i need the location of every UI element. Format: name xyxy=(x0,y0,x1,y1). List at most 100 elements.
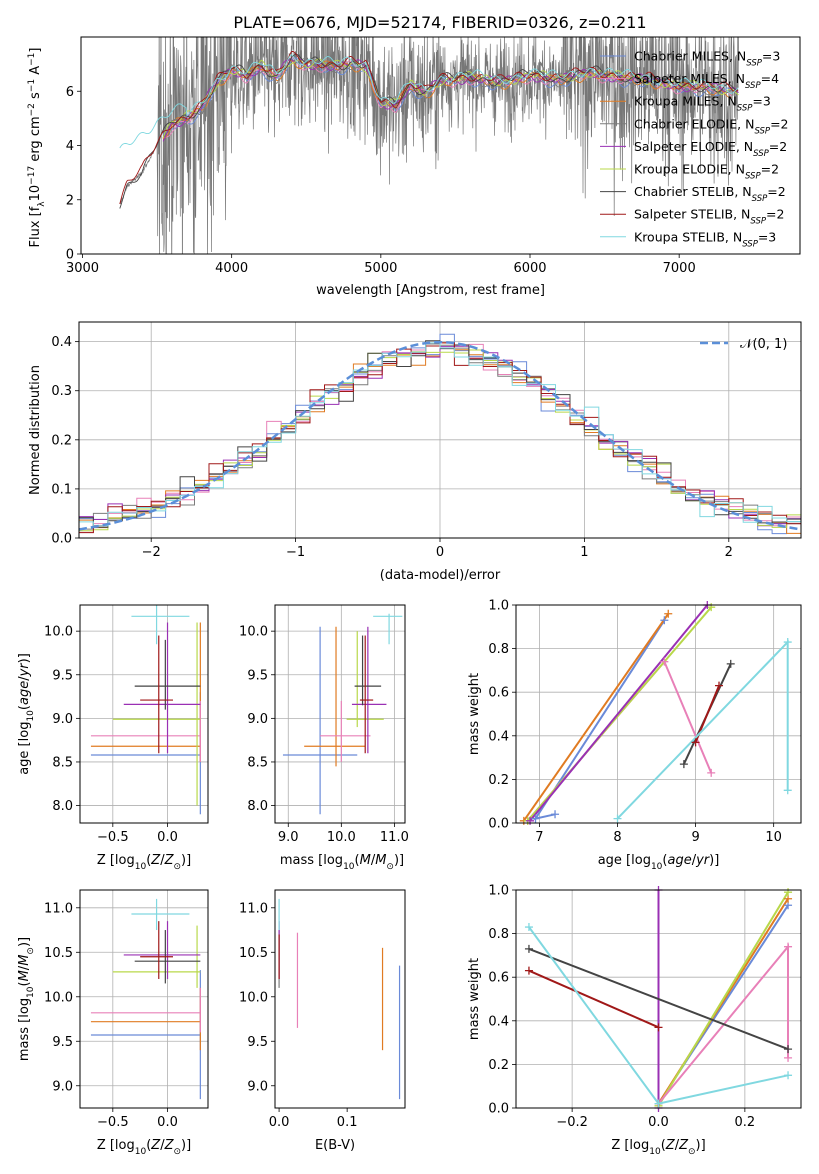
age-vs-Z-y-label-part: )] xyxy=(17,653,32,663)
spectrum-y-label-part: −1 xyxy=(27,53,37,66)
mass-vs-Z-x-label-part: )] xyxy=(181,1138,191,1153)
y-tick-label: 0.2 xyxy=(51,433,72,448)
y-tick-label: 0.4 xyxy=(488,729,509,744)
age-vs-mass-x-label-part: ( xyxy=(355,853,360,868)
x-tick-label: 0 xyxy=(436,545,444,560)
spectrum-model-kroupa_stelib xyxy=(119,54,739,149)
mass-vs-Z-y-label-part: )] xyxy=(17,937,32,947)
y-tick-label: 0.4 xyxy=(488,1014,509,1029)
x-tick-label: −0.2 xyxy=(556,1115,588,1130)
x-tick-label: 9.0 xyxy=(278,830,299,845)
age-vs-Z-x-label: Z [log10(Z/Z⊙)] xyxy=(97,853,191,872)
mass-weight-marker-kroupa_stelib xyxy=(613,814,622,823)
legend-label-part: Salpeter STELIB, N xyxy=(634,207,750,222)
mw-Z-x-label-part: ⊙ xyxy=(688,1147,696,1157)
mass-vs-Z-y-label-part: ⊙ xyxy=(26,947,36,955)
legend-label-part: SSP xyxy=(737,104,753,114)
legend-label-part: Chabrier MILES, N xyxy=(634,49,746,64)
y-tick-label: 1.0 xyxy=(488,599,509,614)
mw-age-x-label-part: yr xyxy=(695,853,711,868)
x-tick-label: 8 xyxy=(613,830,621,845)
legend-label-part: =2 xyxy=(767,184,785,199)
mass-vs-Z-x-label: Z [log10(Z/Z⊙)] xyxy=(97,1138,191,1157)
spectrum-y-label-part: A xyxy=(28,66,43,79)
age-vs-Z-x-label-part: Z [log xyxy=(97,853,135,868)
y-tick-label: 0.1 xyxy=(51,482,72,497)
plot-area-mass_weight_vs_age xyxy=(522,605,789,822)
spectrum-model-salpeter_miles xyxy=(162,56,732,139)
spectrum-data-line xyxy=(119,37,740,254)
legend-label-part: SSP xyxy=(753,149,769,159)
mass-vs-Z-x-label-part: Z xyxy=(164,1138,175,1153)
spectrum-y-label-part: −17 xyxy=(27,166,37,185)
legend-label-part: Salpeter MILES, N xyxy=(634,71,745,86)
legend-label-part: Kroupa ELODIE, N xyxy=(634,162,745,177)
y-tick-label: 0 xyxy=(66,248,74,263)
mass-weight-marker-kroupa_stelib xyxy=(524,923,533,932)
mass-weight-marker-salpeter_stelib xyxy=(691,738,700,747)
x-tick-label: −2 xyxy=(142,545,161,560)
mass-vs-Z-x-label-part: ⊙ xyxy=(173,1147,181,1157)
mass-weight-line-chabrier_stelib xyxy=(528,947,789,1051)
x-tick-label: 0.0 xyxy=(157,1115,178,1130)
age-vs-Z-x-label-part: Z xyxy=(150,853,161,868)
legend-label-part: SSP xyxy=(750,217,766,227)
y-tick-label: 0.2 xyxy=(488,1058,509,1073)
age-vs-Z-y-label-part: yr xyxy=(17,662,32,678)
y-tick-label: 9.5 xyxy=(52,668,73,683)
x-tick-label: 0.0 xyxy=(269,1115,290,1130)
legend-label: Kroupa ELODIE, NSSP=2 xyxy=(634,162,779,182)
y-tick-label: 0.8 xyxy=(488,927,509,942)
mass-weight-marker-chabrier_stelib xyxy=(784,1045,793,1054)
axes-frame xyxy=(79,604,209,824)
legend-label: Chabrier ELODIE, NSSP=2 xyxy=(634,116,789,136)
y-tick-label: 6 xyxy=(66,85,74,100)
mass-vs-Z-y-label: mass [log10(M/M⊙)] xyxy=(17,937,36,1061)
plot-area-mass_weight_vs_Z xyxy=(528,890,789,1108)
x-tick-label: −0.5 xyxy=(97,1115,129,1130)
y-tick-label: 8.5 xyxy=(247,755,268,770)
figure-title: PLATE=0676, MJD=52174, FIBERID=0326, z=0… xyxy=(233,13,646,32)
legend-label-part: SSP xyxy=(754,126,770,136)
residual-hist-kroupa_elodie xyxy=(79,349,801,532)
mw-age-x-label-part: age xyxy=(667,853,691,868)
age-vs-mass-x-label-part: mass [log xyxy=(280,853,343,868)
y-tick-label: 9.5 xyxy=(52,1035,73,1050)
mass-weight-marker-kroupa_miles xyxy=(664,609,673,618)
legend-label: Chabrier STELIB, NSSP=2 xyxy=(634,184,786,204)
mw-Z-x-label-part: ( xyxy=(661,1138,666,1153)
legend-label-part: Kroupa MILES, N xyxy=(634,94,737,109)
axes-frame xyxy=(515,889,802,1109)
mass_weight_vs_age-y-label: mass weight xyxy=(467,673,482,755)
spectrum-y-label-part: −2 xyxy=(27,103,37,116)
axes-frame xyxy=(515,604,802,824)
age-vs-Z-y-label-part: / xyxy=(17,676,32,681)
y-tick-label: 10.5 xyxy=(44,946,73,961)
residual-y-label: Normed distribution xyxy=(28,365,43,495)
mass-weight-marker-kroupa_stelib xyxy=(783,638,792,647)
age-vs-Z-x-label-part: Z xyxy=(164,853,175,868)
spectrum-y-label-part: erg cm xyxy=(28,116,43,165)
legend-label-part: =2 xyxy=(770,116,788,131)
mw-Z-x-label-part: Z xyxy=(665,1138,676,1153)
y-tick-label: 0.8 xyxy=(488,642,509,657)
x-tick-label: 7000 xyxy=(663,261,696,276)
mass-weight-marker-salpeter_miles xyxy=(784,1053,793,1062)
spectrum-y-label-part: 10 xyxy=(28,185,43,202)
spectrum-y-label-part: s xyxy=(28,92,43,103)
age-vs-Z-y-label-part: age [log xyxy=(17,722,32,775)
spectrum-model-salpeter_stelib xyxy=(119,50,739,205)
residual-x-label: (data-model)/error xyxy=(380,568,501,583)
mass-vs-Z-x-label-part: 10 xyxy=(135,1147,147,1157)
mass-weight-marker-kroupa_stelib xyxy=(654,1099,663,1108)
chart-mass_vs_ebv: 0.0 0.1 9.0 9.5 10.0 10.5 11.0 E(B-V) xyxy=(239,889,406,1153)
y-tick-label: 11.0 xyxy=(239,901,268,916)
x-tick-label: 6000 xyxy=(513,261,546,276)
age-vs-Z-x-label-part: 10 xyxy=(135,862,147,872)
age-vs-mass-x-label-part: 10 xyxy=(343,862,355,872)
y-tick-label: 0.0 xyxy=(488,817,509,832)
mass-weight-line-salpeter_stelib xyxy=(528,969,659,1029)
mass-vs-Z-x-label-part: Z [log xyxy=(97,1138,135,1153)
chart-residuals: −2 −1 0 1 2 0.0 0.1 0.2 0.3 0.4 (data-model)/error… xyxy=(28,321,802,583)
